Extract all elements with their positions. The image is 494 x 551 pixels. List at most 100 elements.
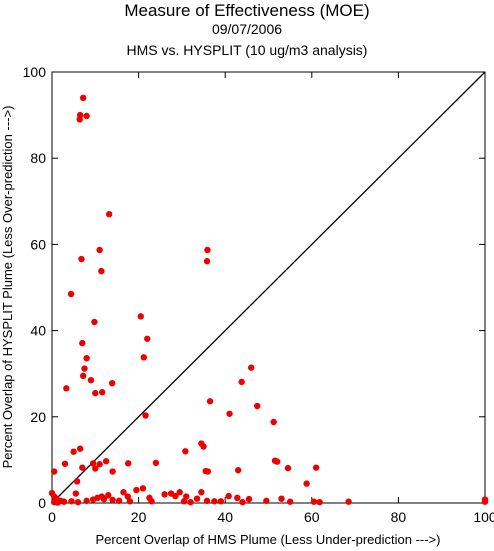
data-point [50,468,58,475]
data-point [70,448,77,455]
data-point [54,499,61,506]
x-tick-label: 80 [391,509,407,525]
data-point [312,464,320,471]
data-point [126,498,134,505]
x-tick-label: 20 [131,509,147,525]
data-point [176,489,183,496]
data-point [225,492,232,500]
x-tick-label: 60 [304,509,320,525]
chart-title: Measure of Effectiveness (MOE) [124,1,370,20]
data-point [79,94,87,102]
data-point [203,258,211,265]
data-point [72,490,80,497]
data-point [204,468,212,475]
axes: 0 20 40 60 80 100 0 20 40 60 80 100 [23,64,494,525]
data-point [63,385,70,392]
data-point [120,489,127,496]
data-point [200,443,207,450]
data-point [345,498,352,505]
data-point [303,480,310,487]
data-point [161,491,168,498]
y-tick-label: 80 [30,150,46,166]
data-point [125,460,132,467]
data-point [278,495,285,502]
data-point [68,498,75,505]
data-point [217,498,225,505]
data-point [83,497,90,505]
data-point [61,460,69,467]
data-point [206,398,214,405]
data-point [310,498,318,505]
data-point [234,494,241,502]
data-point [263,497,270,505]
data-point [78,255,85,263]
data-point [211,498,218,505]
y-tick-label: 40 [30,323,46,339]
data-point [245,495,253,503]
data-point [83,354,90,362]
data-point [481,496,489,503]
data-point [172,492,179,500]
y-tick-label: 20 [30,409,46,425]
data-point [140,354,147,361]
chart-subtitle: HMS vs. HYSPLIT (10 ug/m3 analysis) [126,42,368,58]
data-point [226,410,233,417]
data-point [203,497,211,505]
data-point [239,498,246,506]
data-point [105,211,113,218]
data-point [182,448,189,455]
x-tick-label: 100 [473,509,494,525]
chart-date: 09/07/2006 [211,21,283,37]
data-point [284,464,292,472]
data-point [74,498,82,506]
data-point [316,498,323,506]
data-point [139,485,147,492]
data-point [187,498,194,506]
data-point [79,464,86,471]
data-point [108,379,116,387]
x-tick-label: 0 [48,509,56,525]
y-tick-label: 60 [30,236,46,252]
data-point [102,457,110,465]
data-point [87,376,95,384]
data-point [91,318,98,326]
data-point [92,389,99,397]
y-axis-label: Percent Overlap of HYSPLIT Plume (Less O… [0,106,15,469]
data-point [234,467,242,474]
data-point [273,458,281,465]
data-point [133,486,140,494]
data-point [79,372,87,380]
data-point [286,498,294,505]
data-point [89,460,97,467]
data-point [137,313,144,320]
data-point [238,378,245,386]
data-point [148,498,155,505]
data-point [204,246,211,254]
data-point [183,493,190,500]
data-point [198,489,205,496]
y-tick-label: 0 [38,495,46,511]
data-point [144,335,151,342]
y-tick-label: 100 [23,64,47,80]
data-point [152,459,160,467]
data-point [193,495,201,502]
data-point [83,112,90,120]
data-point [76,116,83,123]
data-point [76,445,84,452]
data-point [142,412,149,419]
data-point [98,267,105,275]
data-point [270,418,277,426]
data-point [100,495,108,503]
data-point [99,389,106,396]
data-point [109,468,116,475]
data-point [73,478,81,485]
data-point [96,461,103,468]
data-point [109,496,116,504]
data-point [67,290,75,298]
reference-diagonal-line [51,71,486,504]
data-point [79,339,86,347]
data-point [254,402,261,410]
x-tick-label: 40 [217,509,233,525]
data-point [81,365,88,372]
